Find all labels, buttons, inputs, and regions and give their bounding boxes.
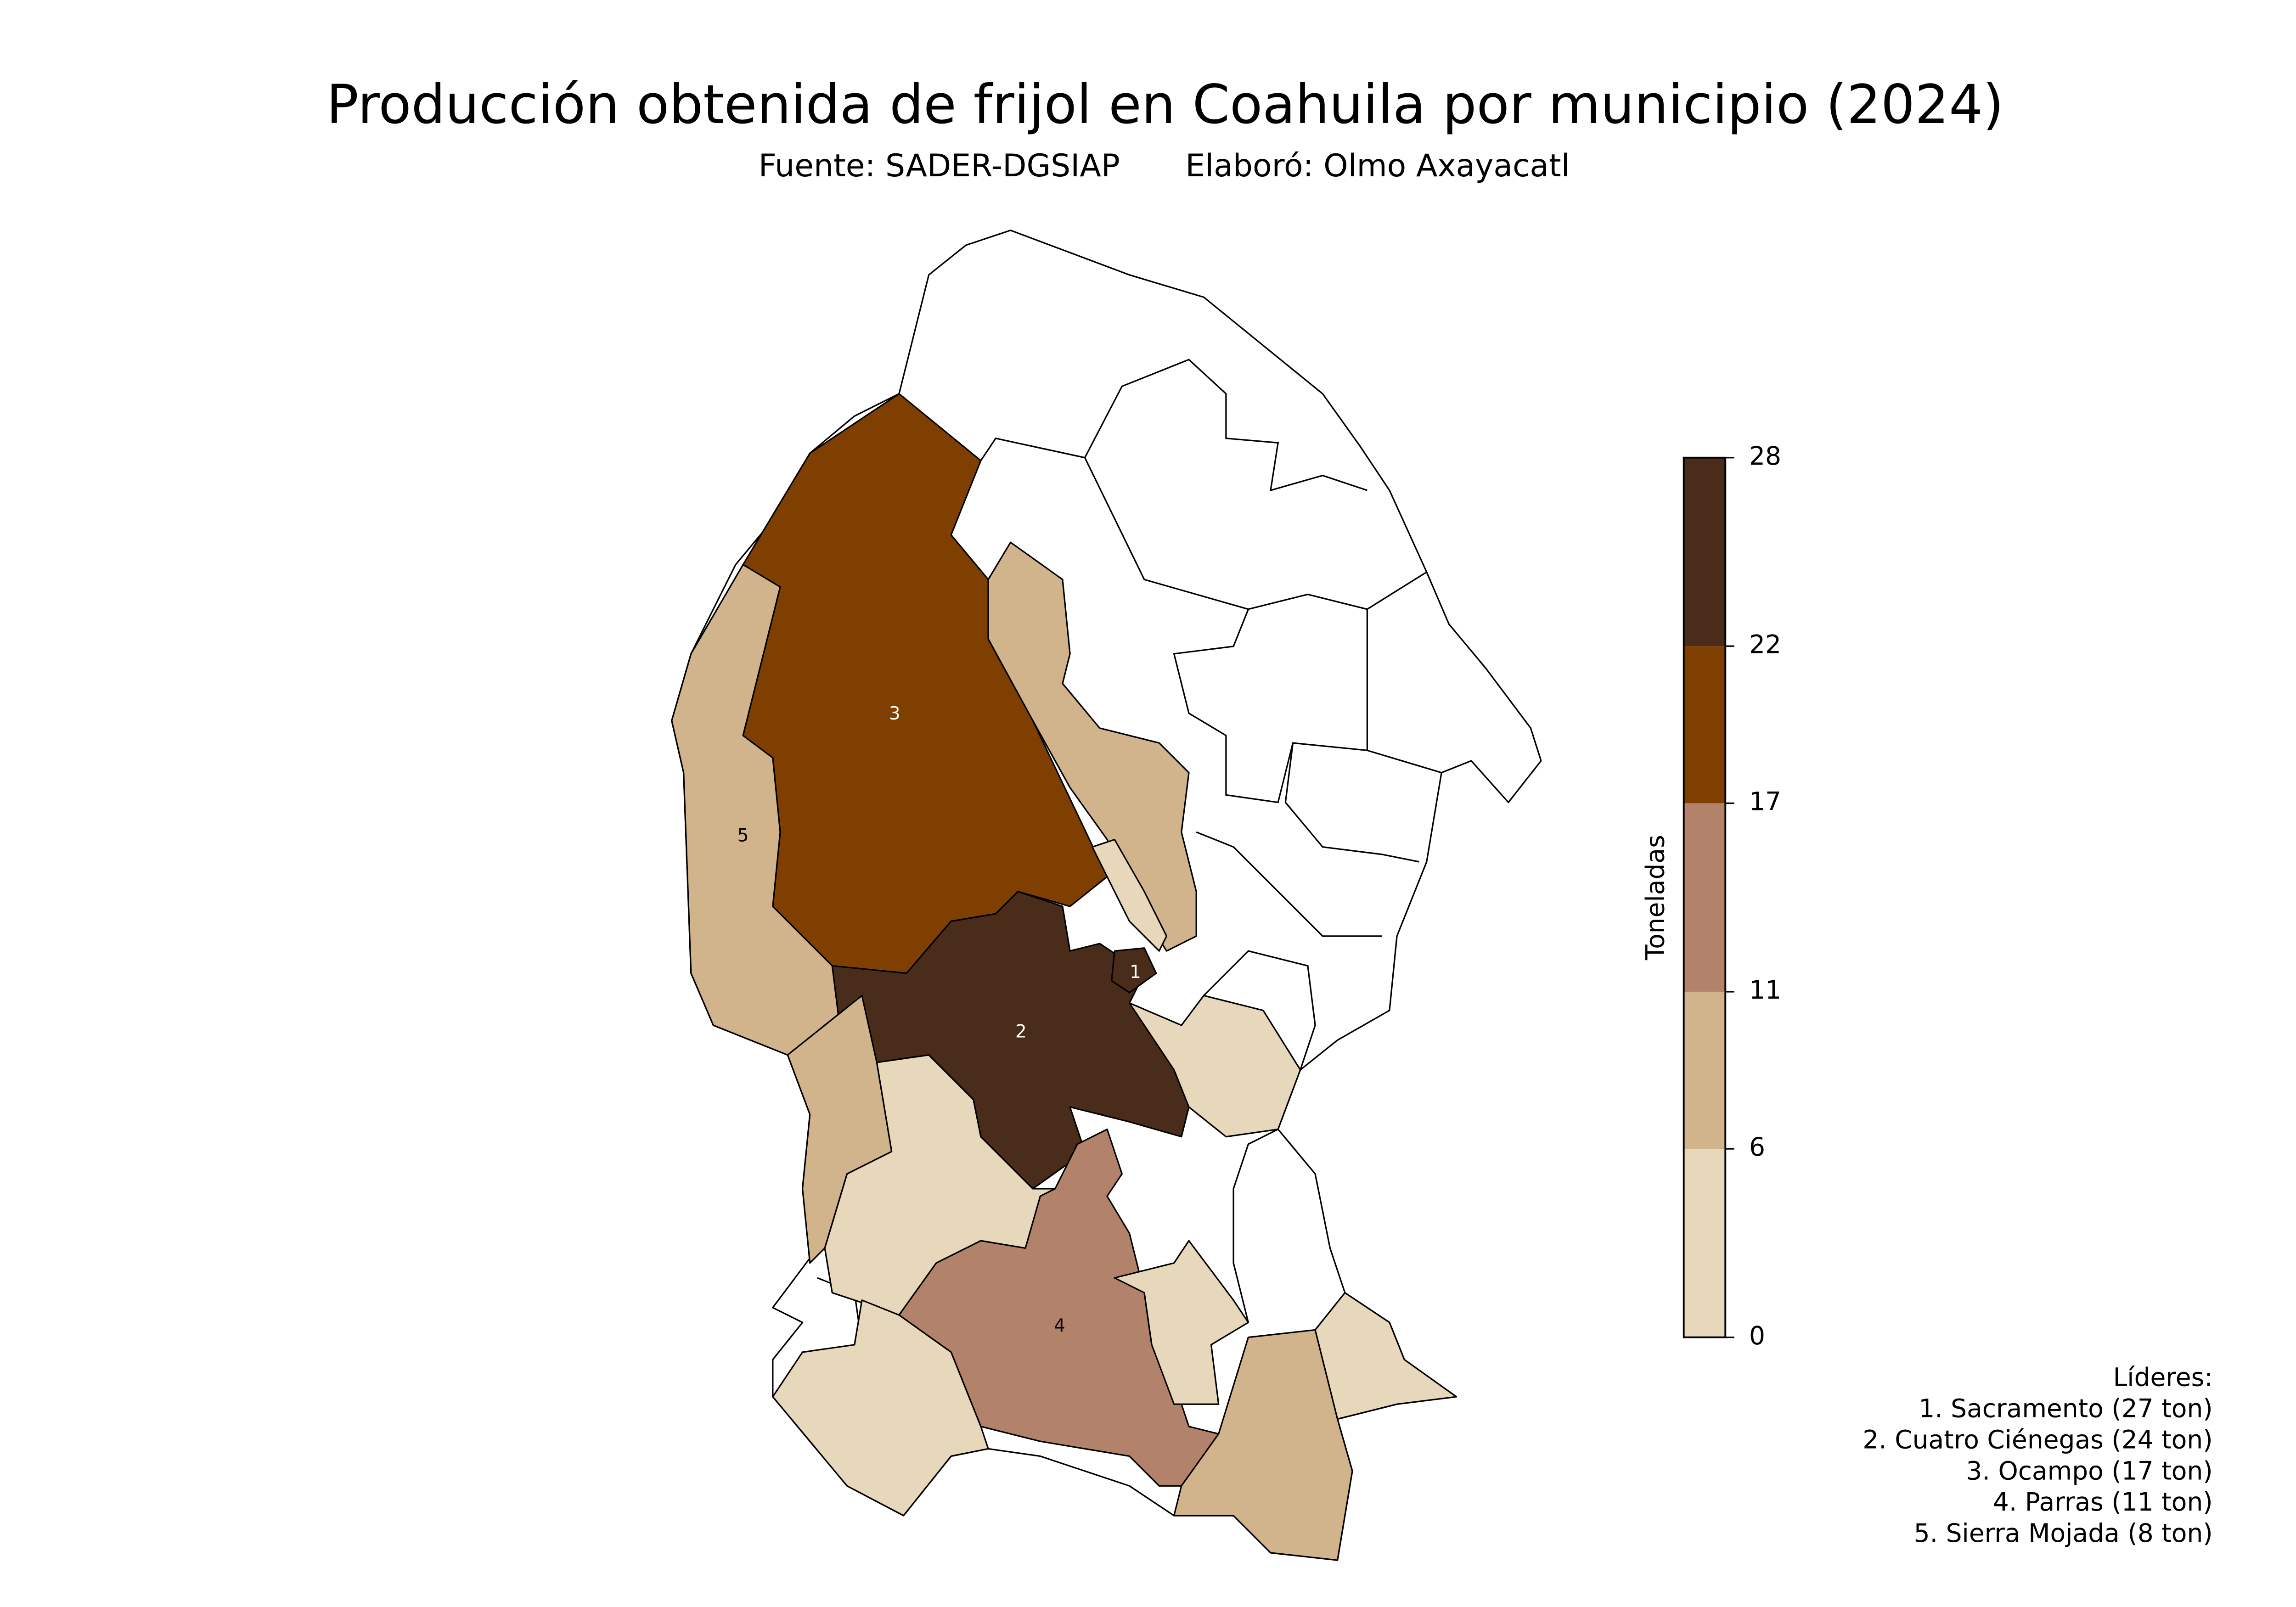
colorbar-tick-label: 0 — [1749, 1321, 1765, 1350]
colorbar-tick-label: 11 — [1749, 975, 1781, 1005]
municipal-border — [1203, 950, 1316, 1070]
coahuila-map: 1 2 3 4 5 — [671, 230, 1542, 1561]
colorbar-bin — [1683, 1149, 1726, 1337]
leader-item: 2. Cuatro Ciénegas (24 ton) — [1863, 1425, 2212, 1454]
municipal-border — [1284, 742, 1419, 863]
municipal-border — [1173, 609, 1442, 804]
municipality — [1114, 1240, 1249, 1405]
map-label: 3 — [889, 703, 900, 724]
leaders-title: Líderes: — [2113, 1362, 2213, 1392]
colorbar-tick-label: 6 — [1749, 1132, 1765, 1162]
leader-item: 4. Parras (11 ton) — [1993, 1487, 2213, 1517]
colorbar-label: Toneladas — [1641, 835, 1670, 961]
leaders-legend: Líderes:1. Sacramento (27 ton)2. Cuatro … — [1863, 1362, 2212, 1548]
municipality-sacramento — [1111, 947, 1157, 994]
municipal-border — [1232, 1129, 1278, 1323]
colorbar-bin — [1683, 991, 1726, 1149]
municipality — [772, 1299, 989, 1517]
colorbar-bin — [1683, 803, 1726, 992]
leader-item: 5. Sierra Mojada (8 ton) — [1914, 1518, 2213, 1548]
author: Elaboró: Olmo Axayacatl — [1185, 148, 1570, 184]
colorbar-bin — [1683, 457, 1726, 646]
leader-item: 3. Ocampo (17 ton) — [1966, 1456, 2212, 1485]
municipality — [1128, 995, 1301, 1138]
colorbar-frame — [1683, 456, 1727, 1338]
municipality — [987, 541, 1197, 952]
municipal-border — [980, 359, 1367, 492]
municipal-border — [1084, 457, 1427, 610]
colorbar-tick-label: 17 — [1749, 787, 1781, 816]
map-label: 5 — [737, 826, 749, 846]
map-label: 2 — [1015, 1022, 1027, 1042]
municipal-border — [1196, 831, 1382, 937]
title: Producción obtenida de frijol en Coahuil… — [326, 74, 2004, 136]
colorbar-bin — [1683, 646, 1726, 804]
leader-item: 1. Sacramento (27 ton) — [1919, 1393, 2213, 1423]
municipality — [1092, 838, 1168, 952]
colorbar-tick-label: 28 — [1749, 441, 1781, 471]
municipality — [1314, 1292, 1458, 1420]
colorbar-tick-label: 22 — [1749, 629, 1781, 659]
map-label: 1 — [1130, 962, 1141, 983]
map-label: 4 — [1054, 1315, 1065, 1336]
colorbar: 0 6 11 17 22 28 — [1683, 441, 1781, 1350]
source: Fuente: SADER-DGSIAP — [759, 148, 1120, 184]
